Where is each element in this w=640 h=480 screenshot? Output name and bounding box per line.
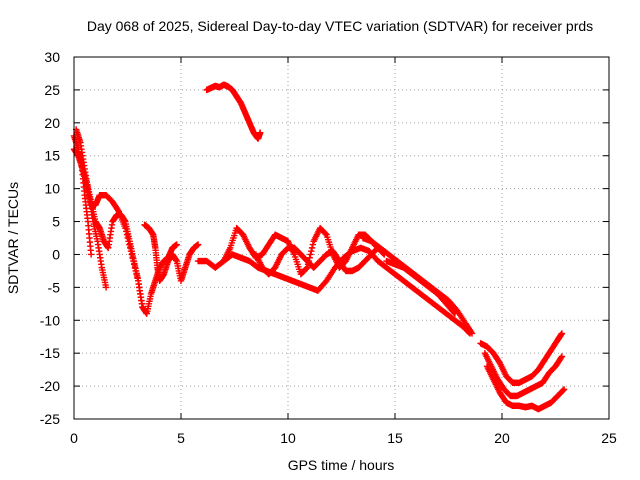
y-tick-label: -25 — [40, 411, 60, 427]
y-axis-label: SDTVAR / TECUs — [5, 182, 21, 294]
y-tick-label: -5 — [48, 279, 61, 295]
data-point-interp — [306, 254, 313, 261]
y-tick-label: -20 — [40, 378, 60, 394]
y-tick-label: -10 — [40, 312, 60, 328]
plot-frame — [73, 56, 610, 420]
data-point — [87, 251, 95, 258]
series-sat-i — [252, 244, 382, 278]
series-sat-l — [477, 330, 566, 386]
y-tick-label: 20 — [44, 115, 60, 131]
data-point-interp — [307, 251, 314, 258]
x-tick-label: 15 — [387, 430, 403, 446]
y-tick-label: 10 — [44, 181, 60, 197]
series-sat-n — [483, 363, 568, 413]
x-tick-label: 20 — [494, 430, 510, 446]
series-sat-m — [481, 349, 566, 400]
data-point — [173, 241, 180, 248]
x-tick-label: 5 — [177, 430, 185, 446]
y-tick-label: 0 — [52, 246, 60, 262]
data-point — [256, 129, 264, 136]
series-sat-e — [141, 221, 202, 284]
data-point — [451, 310, 459, 317]
data-point — [558, 330, 566, 337]
y-tick-label: 30 — [44, 49, 60, 65]
data-point-interp — [322, 230, 329, 238]
data-point — [139, 303, 146, 311]
y-tick-label: -15 — [40, 345, 60, 361]
data-point-interp — [450, 309, 458, 316]
x-axis-label: GPS time / hours — [288, 457, 395, 473]
data-point-interp — [303, 265, 310, 272]
y-tick-label: 15 — [44, 148, 60, 164]
data-point — [560, 386, 568, 393]
data-marks — [70, 81, 568, 413]
data-point-interp — [308, 247, 315, 255]
x-tick-label: 25 — [601, 430, 617, 446]
x-tick-label: 10 — [280, 430, 296, 446]
data-point — [194, 241, 202, 248]
series-sat-d — [75, 149, 95, 258]
y-tick-label: 25 — [44, 82, 60, 98]
grid-lines — [74, 57, 609, 419]
series-sat-k — [383, 257, 459, 317]
series-sat-f — [203, 81, 264, 142]
data-point — [304, 264, 311, 271]
data-point-interp — [560, 387, 567, 394]
chart-title: Day 068 of 2025, Sidereal Day-to-day VTE… — [87, 18, 593, 34]
data-point-interp — [557, 354, 565, 361]
data-point — [102, 284, 110, 291]
data-point — [468, 330, 476, 337]
series-sat-c — [72, 126, 110, 291]
y-tick-label: 5 — [52, 214, 60, 230]
x-tick-label: 0 — [70, 430, 78, 446]
data-point — [558, 353, 566, 360]
data-point-interp — [308, 244, 316, 252]
data-point-interp — [468, 329, 475, 336]
data-point-interp — [309, 241, 317, 248]
